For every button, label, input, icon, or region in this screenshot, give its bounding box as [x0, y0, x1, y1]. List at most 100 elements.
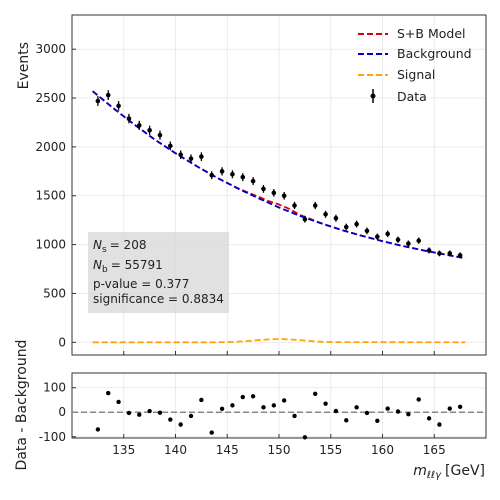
residual-point [437, 422, 442, 427]
main-curves [92, 90, 466, 344]
data-point [95, 98, 101, 104]
residual-y-tick-label: -100 [39, 430, 66, 444]
data-point [312, 203, 318, 208]
residual-point [168, 417, 173, 422]
data-point [437, 251, 442, 256]
data-point [250, 178, 256, 184]
data-point [343, 224, 349, 230]
residual-point [261, 405, 266, 410]
residual-point [95, 427, 101, 432]
data-point [426, 248, 432, 253]
residual-y-tick-label: 0 [58, 405, 66, 419]
stats-significance: significance = 0.8834 [93, 292, 224, 306]
residual-point [344, 418, 349, 423]
legend-background-label: Background [397, 46, 472, 61]
data-point [168, 143, 173, 149]
data-point [323, 212, 328, 217]
residual-point [323, 401, 328, 406]
data-point [302, 216, 308, 222]
stats-pvalue: p-value = 0.377 [93, 277, 189, 291]
residual-y-axis-label: Data - Background [14, 340, 30, 471]
residual-point [426, 416, 432, 421]
x-axis-label-subscript: ℓℓγ [427, 470, 442, 481]
residual-point [106, 390, 111, 396]
residual-y-tick-label: 100 [43, 381, 66, 395]
x-axis-label-unit: [GeV] [445, 463, 485, 479]
data-point [209, 172, 215, 178]
data-point [416, 238, 422, 243]
data-point [281, 193, 287, 199]
data-point [199, 154, 204, 159]
residual-point [230, 403, 235, 408]
x-tick-label: 135 [112, 443, 135, 457]
data-point [136, 123, 142, 128]
main-y-tick-label: 2000 [35, 140, 66, 154]
stats-ns-value: = 208 [110, 238, 147, 252]
background-curve [92, 90, 466, 260]
x-tick-label: 140 [164, 443, 187, 457]
data-point [354, 221, 359, 227]
data-point [406, 241, 411, 246]
data-point [188, 156, 194, 161]
residual-point [416, 397, 421, 402]
residual-point [199, 397, 204, 403]
data-point [147, 127, 152, 133]
residual-point [219, 406, 225, 412]
data-point [240, 174, 246, 180]
main-y-tick-label: 1000 [35, 238, 66, 252]
main-data-points [95, 90, 463, 259]
x-tick-label: 150 [268, 443, 291, 457]
data-point [105, 92, 111, 98]
data-point [447, 251, 453, 256]
data-point [219, 169, 225, 174]
residual-point [354, 405, 359, 410]
signal-curve [92, 338, 466, 344]
data-point [178, 152, 183, 158]
residual-point [457, 404, 463, 410]
data-point [261, 186, 266, 192]
residual-point [178, 422, 183, 427]
main-y-tick-label: 2500 [35, 91, 66, 105]
data-point [395, 237, 401, 243]
residual-point [385, 406, 390, 411]
residual-point [375, 418, 380, 424]
main-y-tick-label: 1500 [35, 189, 66, 203]
stats-nb: Nb = 55791 [93, 258, 163, 275]
x-tick-label: 165 [423, 443, 446, 457]
x-tick-label: 145 [216, 443, 239, 457]
residual-point [250, 394, 256, 399]
main-y-tick-label: 500 [43, 286, 66, 300]
legend: S+B Model Background Signal Data [358, 26, 472, 104]
residual-point [364, 410, 370, 416]
data-point [126, 116, 132, 121]
stats-nb-value: = 55791 [111, 258, 163, 272]
residual-point [333, 408, 339, 414]
residual-point [313, 391, 318, 397]
legend-signal-label: Signal [397, 67, 435, 82]
residual-points [72, 390, 486, 440]
residual-point [395, 409, 401, 414]
data-point [230, 171, 235, 177]
residual-point [147, 408, 152, 414]
residual-point [406, 412, 411, 417]
stats-box-background [88, 232, 229, 313]
residual-point [271, 403, 277, 408]
stats-ns: Ns = 208 [93, 238, 146, 255]
main-y-tick-label: 0 [58, 335, 66, 349]
legend-data-marker [370, 93, 376, 99]
residual-point [447, 406, 452, 411]
data-point [375, 234, 380, 240]
residual-point [157, 410, 163, 415]
main-y-ticks: 0 500 1000 1500 2000 2500 3000 [35, 42, 435, 355]
x-axis-label-symbol: m [413, 463, 427, 479]
data-point [157, 132, 163, 138]
data-point [292, 203, 297, 208]
main-y-tick-label: 3000 [35, 42, 66, 56]
legend-sb-model-label: S+B Model [397, 26, 466, 41]
residual-point [137, 412, 142, 417]
data-point [457, 253, 463, 258]
legend-data-label: Data [397, 89, 427, 104]
residual-point [281, 398, 287, 403]
